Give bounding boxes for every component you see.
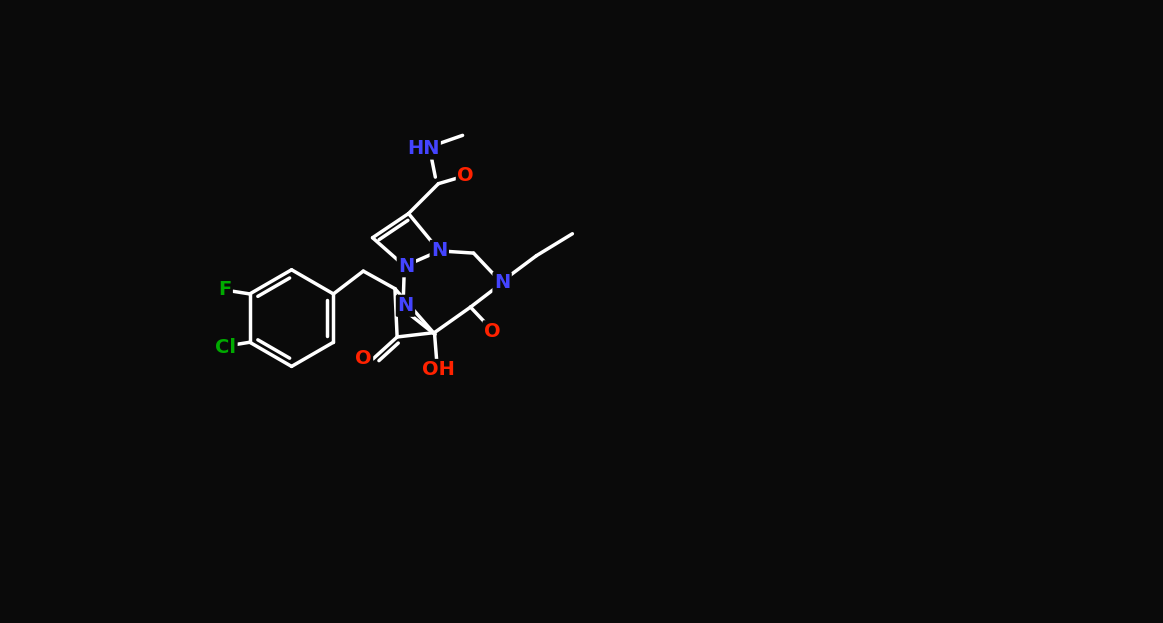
Text: N: N [494,273,511,292]
Text: HN: HN [407,139,440,158]
Text: N: N [431,241,448,260]
Text: O: O [355,350,372,368]
Text: Cl: Cl [215,338,236,357]
Text: F: F [219,280,231,299]
Text: N: N [398,257,414,276]
Text: O: O [457,166,475,185]
Text: N: N [398,297,414,315]
Text: OH: OH [422,361,455,379]
Text: O: O [484,321,501,341]
